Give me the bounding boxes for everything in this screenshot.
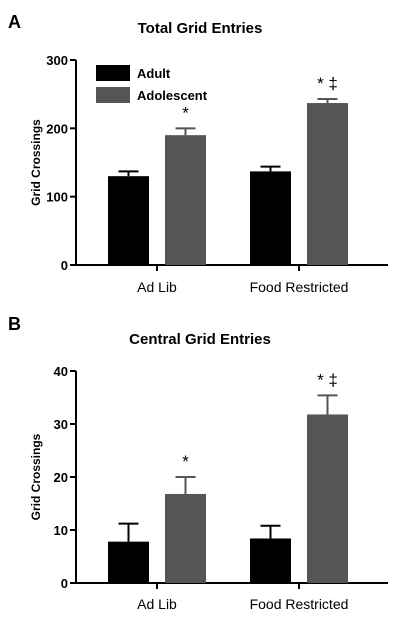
legend-label-adult: Adult (137, 66, 171, 81)
y-tick-label: 20 (54, 470, 68, 485)
bar-adult-ad-lib (108, 541, 149, 583)
legend-label-adolescent: Adolescent (137, 88, 208, 103)
bar-adolescent-ad-lib (165, 135, 206, 265)
significance-marker: * (182, 103, 189, 122)
y-tick-label: 30 (54, 417, 68, 432)
y-tick-label: 40 (54, 364, 68, 379)
significance-marker: * ‡ (317, 370, 338, 389)
x-tick-label: Food Restricted (250, 279, 349, 295)
bar-adolescent-food-restricted (307, 103, 348, 265)
significance-marker: * ‡ (317, 74, 338, 93)
bar-adult-food-restricted (250, 538, 291, 583)
y-tick-label: 0 (61, 258, 68, 273)
panel-label: B (8, 314, 21, 334)
bar-adolescent-ad-lib (165, 493, 206, 583)
chart-title: Total Grid Entries (138, 20, 263, 37)
y-tick-label: 200 (46, 121, 68, 136)
x-tick-label: Ad Lib (137, 596, 177, 612)
y-tick-label: 100 (46, 190, 68, 205)
significance-marker: * (182, 452, 189, 471)
x-tick-label: Food Restricted (250, 596, 349, 612)
panel-label: A (8, 12, 21, 32)
y-axis-label: Grid Crossings (29, 433, 43, 520)
y-tick-label: 0 (61, 576, 68, 591)
bar-adolescent-food-restricted (307, 414, 348, 583)
y-tick-label: 300 (46, 53, 68, 68)
chart-title: Central Grid Entries (129, 331, 271, 348)
bar-adult-food-restricted (250, 171, 291, 265)
legend-swatch-adult (96, 65, 130, 81)
bar-adult-ad-lib (108, 176, 149, 265)
x-tick-label: Ad Lib (137, 279, 177, 295)
y-axis-label: Grid Crossings (29, 119, 43, 206)
y-tick-label: 10 (54, 523, 68, 538)
legend-swatch-adolescent (96, 87, 130, 103)
